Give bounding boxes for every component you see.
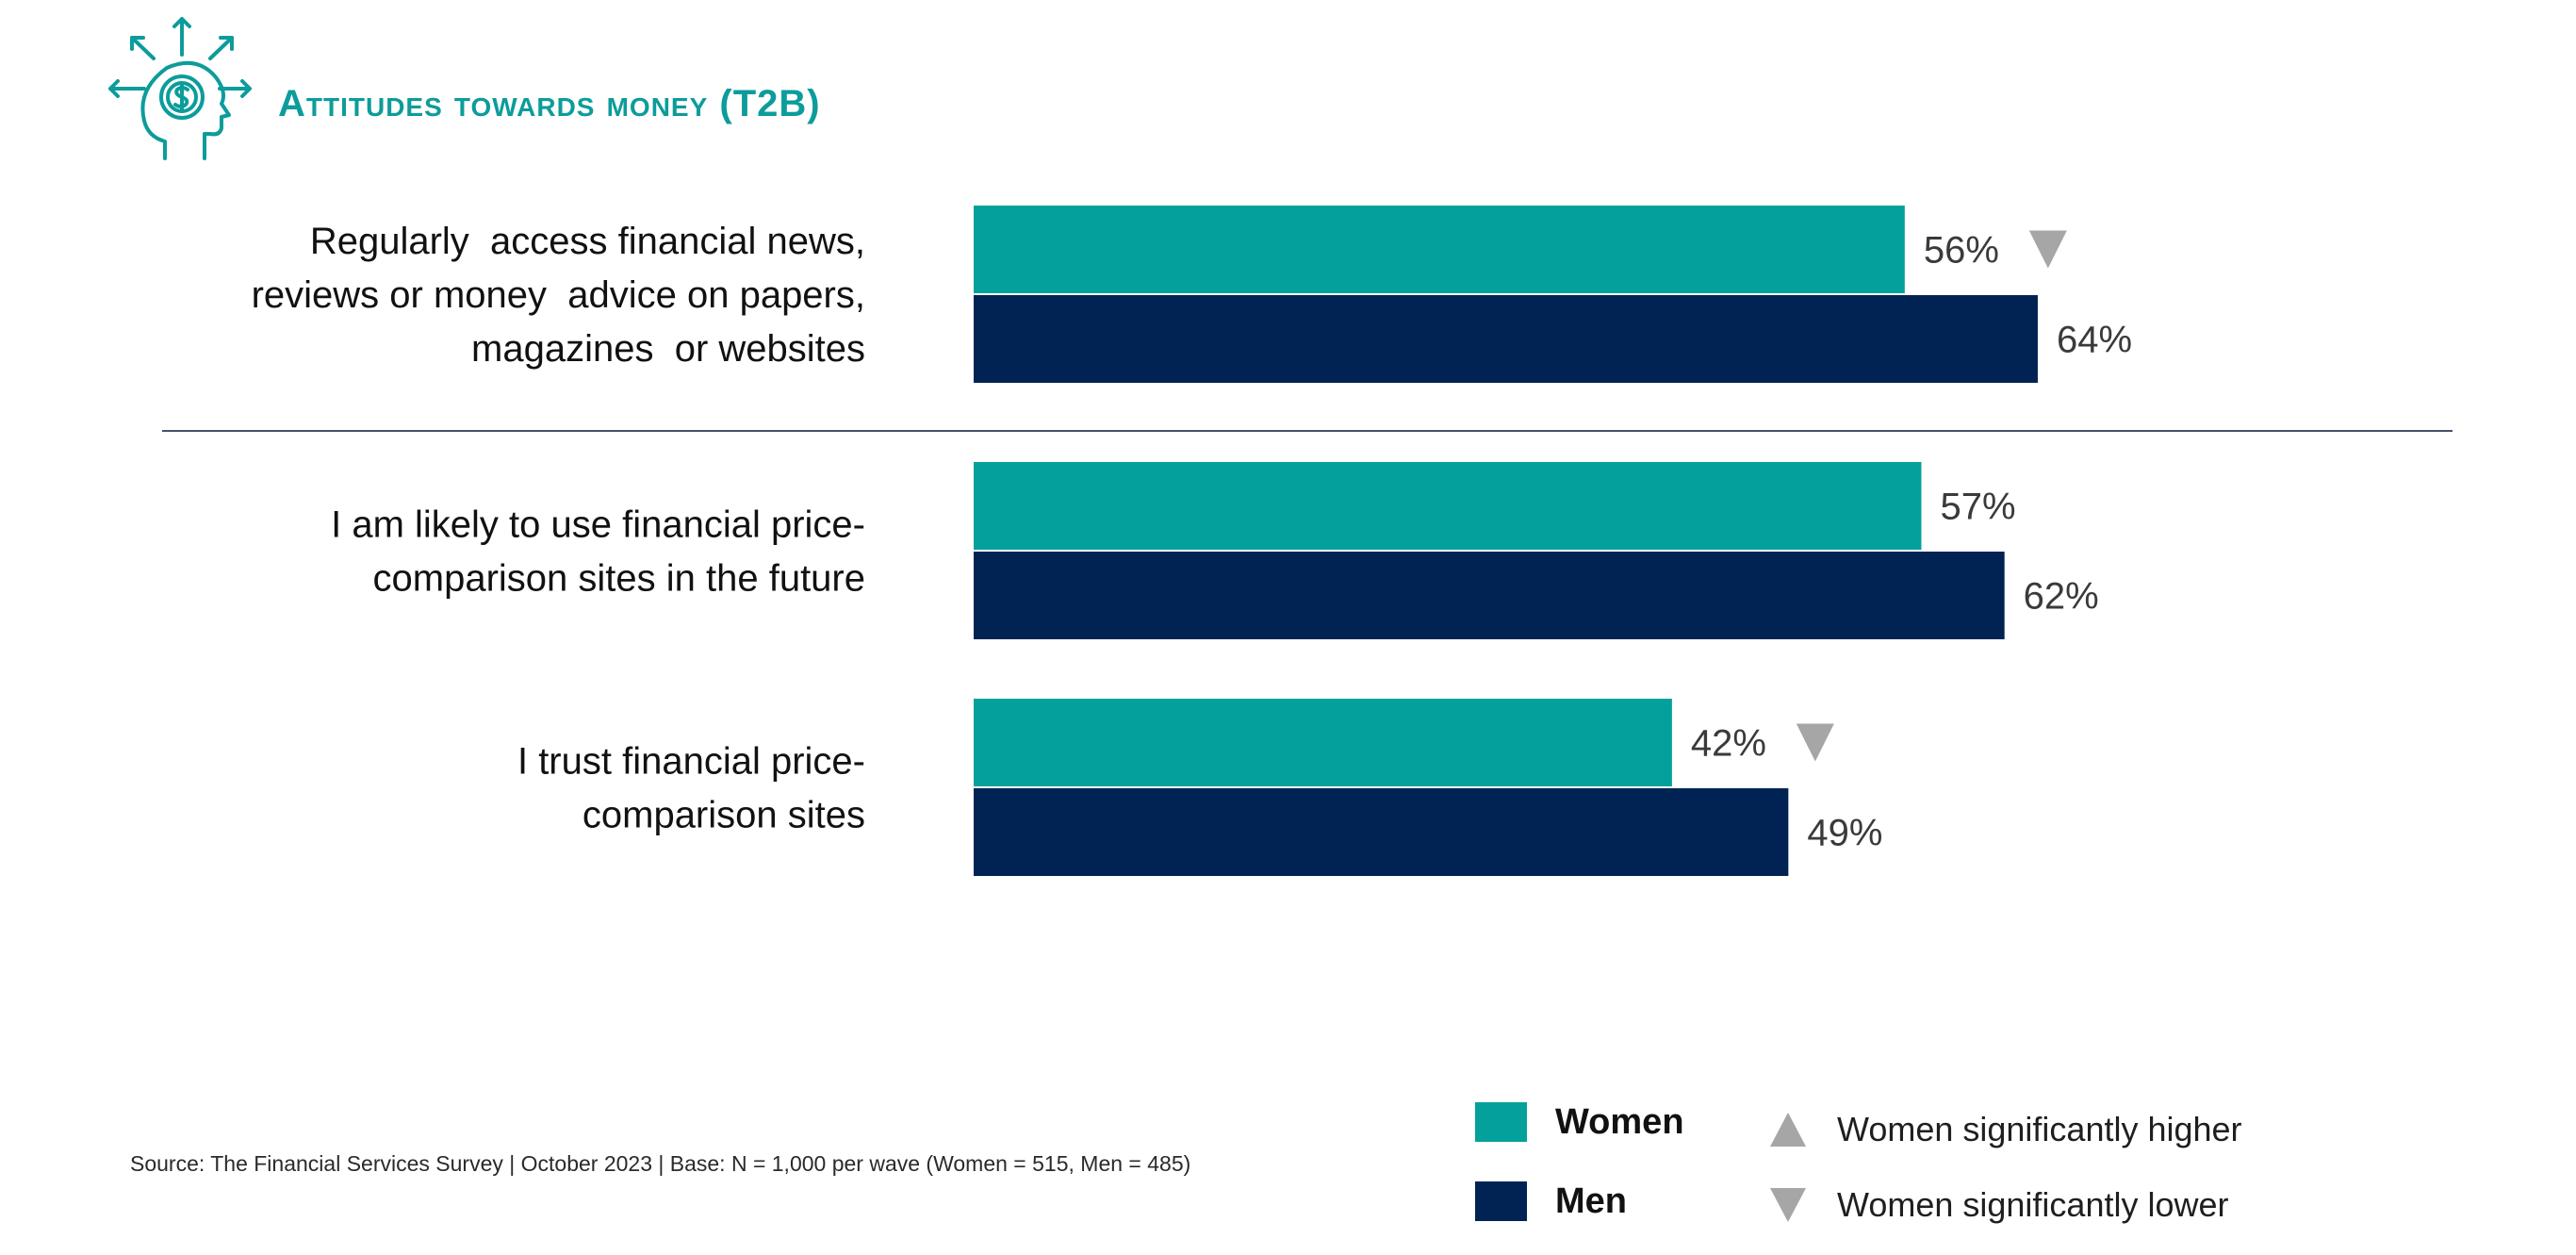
category-label-line: reviews or money advice on papers, — [252, 274, 865, 316]
legend-swatch-men — [1475, 1181, 1527, 1221]
bar-women — [974, 206, 1905, 293]
legend-label-men: Men — [1555, 1181, 1627, 1221]
category-label-line: comparison sites — [582, 795, 865, 836]
sig-lower-marker — [1796, 723, 1834, 762]
header: Attitudes towards money (T2B) — [99, 9, 1230, 170]
category-label: Regularly access financial news, reviews … — [252, 221, 865, 370]
bar-women — [974, 699, 1672, 786]
data-label: 64% — [2057, 320, 2132, 361]
chart-title: Attitudes towards money (T2B) — [278, 83, 821, 124]
bar-men — [974, 788, 1789, 876]
legend-label-higher: Women significantly higher — [1837, 1110, 2242, 1148]
triangle-up-icon — [1770, 1113, 1806, 1147]
category-label-line: magazines or websites — [471, 328, 865, 370]
head-money-idea-icon — [108, 17, 252, 160]
legend-item-women: Women — [1475, 1098, 1684, 1146]
legend-item-higher: Women significantly higher — [1767, 1106, 2242, 1153]
data-label: 42% — [1691, 723, 1766, 765]
bar-men — [974, 295, 2038, 383]
sig-lower-marker — [2028, 230, 2067, 269]
data-label: 62% — [2024, 576, 2099, 618]
legend: Women Men Women significantly higher Wom… — [1475, 1098, 2418, 1240]
category-label: I am likely to use financial price-compa… — [331, 504, 865, 600]
legend-label-women: Women — [1555, 1101, 1684, 1142]
legend-label-lower: Women significantly lower — [1837, 1185, 2229, 1224]
category-label-line: I am likely to use financial price- — [331, 504, 865, 546]
bar-women — [974, 462, 1922, 550]
data-label: 56% — [1924, 230, 1999, 272]
triangle-down-icon — [1770, 1188, 1806, 1222]
data-label: 57% — [1940, 487, 2015, 528]
legend-swatch-women — [1475, 1102, 1527, 1142]
category-label-line: comparison sites in the future — [373, 558, 865, 600]
bar-men — [974, 552, 2005, 639]
category-label: I trust financial price-comparison sites — [517, 741, 865, 836]
legend-item-lower: Women significantly lower — [1767, 1181, 2229, 1229]
data-label: 49% — [1807, 813, 1882, 854]
category-label-line: I trust financial price- — [517, 741, 865, 783]
category-label-line: Regularly access financial news, — [310, 221, 865, 262]
source-note: Source: The Financial Services Survey | … — [130, 1151, 1191, 1176]
legend-item-men: Men — [1475, 1178, 1627, 1225]
